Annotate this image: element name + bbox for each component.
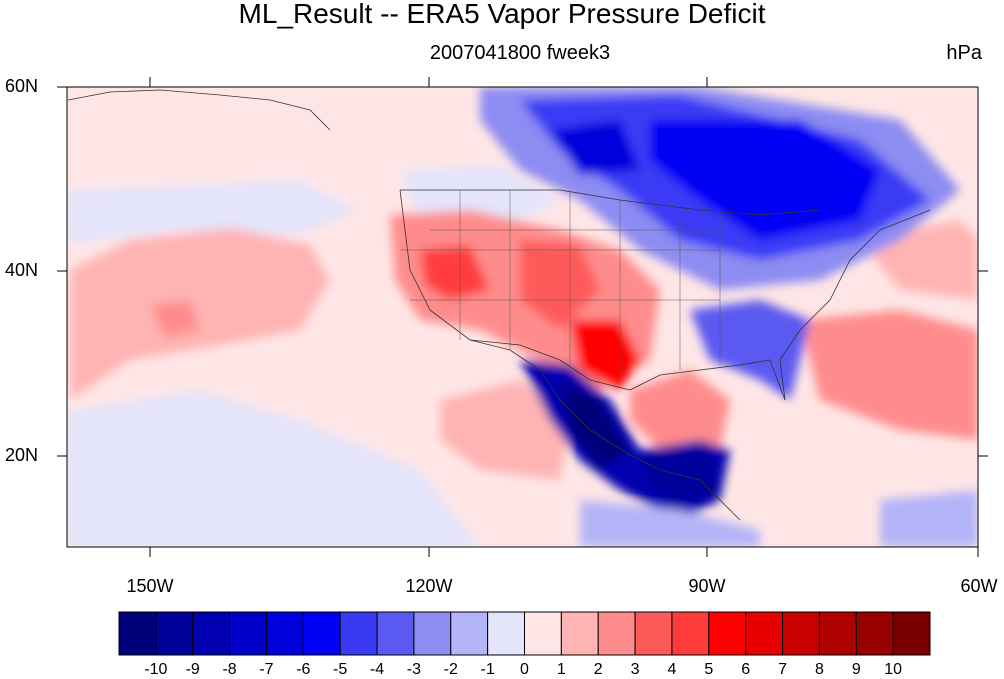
colorbar-swatch [855, 611, 894, 656]
vpd-field [67, 87, 978, 547]
colorbar-tick-label: 4 [667, 661, 677, 678]
colorbar-swatch [634, 611, 673, 656]
colorbar-swatch [782, 611, 820, 656]
field-mexico-core [560, 380, 630, 470]
colorbar [118, 611, 931, 656]
field-great-basin-core [420, 245, 490, 300]
colorbar-swatch [708, 611, 747, 656]
field-rockies-core [520, 240, 600, 330]
colorbar-tick-label: -7 [259, 661, 274, 678]
field-atlantic-red [800, 310, 978, 440]
colorbar-swatch [192, 611, 231, 656]
lon-label-90w: 90W [688, 576, 726, 596]
map-title: ML_Result -- ERA5 Vapor Pressure Deficit [238, 0, 766, 29]
colorbar-swatch [413, 611, 452, 656]
colorbar-swatch [597, 611, 636, 656]
coastlines [67, 89, 931, 521]
map-subtitle: 2007041800 fweek3 [429, 42, 611, 64]
colorbar-swatch [265, 611, 304, 656]
lat-label-40n: 40N [4, 260, 38, 280]
colorbar-swatch [118, 611, 157, 656]
coastline-atlantic [629, 209, 931, 401]
field-pacific-blue-band [67, 180, 360, 245]
colorbar-swatch [450, 611, 489, 656]
colorbar-swatch [302, 611, 341, 656]
colorbar-tick-label: -2 [443, 661, 458, 678]
colorbar-tick-label: 1 [556, 661, 566, 678]
field-great-lakes-core [650, 120, 880, 240]
colorbar-tick-label: 2 [593, 661, 603, 678]
colorbar-tick-label: -8 [222, 661, 237, 678]
colorbar-swatch [339, 611, 378, 656]
lon-label-120w: 120W [405, 576, 453, 596]
colorbar-tick-label: -1 [480, 661, 495, 678]
field-baja-red [440, 380, 570, 480]
colorbar-swatch [524, 611, 562, 656]
colorbar-tick-label: 3 [630, 661, 640, 678]
lat-label-60n: 60N [4, 76, 38, 96]
state-borders [400, 190, 721, 380]
colorbar-tick-label: 6 [741, 661, 751, 678]
map-frame [66, 86, 979, 548]
field-pacific-red-core [150, 300, 200, 338]
field-texas-core [570, 320, 640, 390]
colorbar-swatch [671, 611, 710, 656]
lon-label-60w: 60W [960, 576, 998, 596]
colorbar-tick-label: 0 [520, 661, 529, 678]
colorbar-swatch [892, 611, 931, 656]
colorbar-swatch [487, 611, 525, 656]
field-southeast-blue-corner [880, 490, 978, 547]
field-south-blue [580, 500, 760, 547]
units-label: hPa [946, 42, 982, 64]
field-gulf-red [630, 370, 730, 450]
border-us-mexico [469, 339, 631, 391]
colorbar-swatch [229, 611, 267, 656]
colorbar-swatch [745, 611, 784, 656]
colorbar-tick-label: -5 [333, 661, 348, 678]
colorbar-swatch [560, 611, 599, 656]
coastline-pacific [399, 189, 741, 521]
colorbar-tick-label: -6 [296, 661, 311, 678]
colorbar-swatch [376, 611, 415, 656]
colorbar-tick-label: -10 [144, 661, 168, 678]
lon-label-150w: 150W [126, 576, 174, 596]
colorbar-tick-label: -3 [406, 661, 422, 678]
map-ticks [57, 77, 988, 557]
colorbar-tick-label: -4 [369, 661, 385, 678]
colorbar-tick-label: 7 [778, 661, 787, 678]
field-pacific-red-blob [70, 228, 330, 400]
field-hudson-core [550, 120, 640, 175]
colorbar-tick-label: 8 [814, 661, 824, 678]
colorbar-tick-label: -9 [185, 661, 200, 678]
field-pacific-south [67, 390, 480, 547]
colorbar-swatch [155, 611, 194, 656]
colorbar-tick-label: 9 [851, 661, 861, 678]
lat-label-20n: 20N [4, 445, 38, 465]
colorbar-tick-label: 5 [704, 661, 714, 678]
colorbar-tick-label: 10 [884, 661, 903, 678]
border-us-canada [400, 189, 821, 216]
colorbar-swatch [818, 611, 857, 656]
coastline-alaska [67, 89, 331, 131]
